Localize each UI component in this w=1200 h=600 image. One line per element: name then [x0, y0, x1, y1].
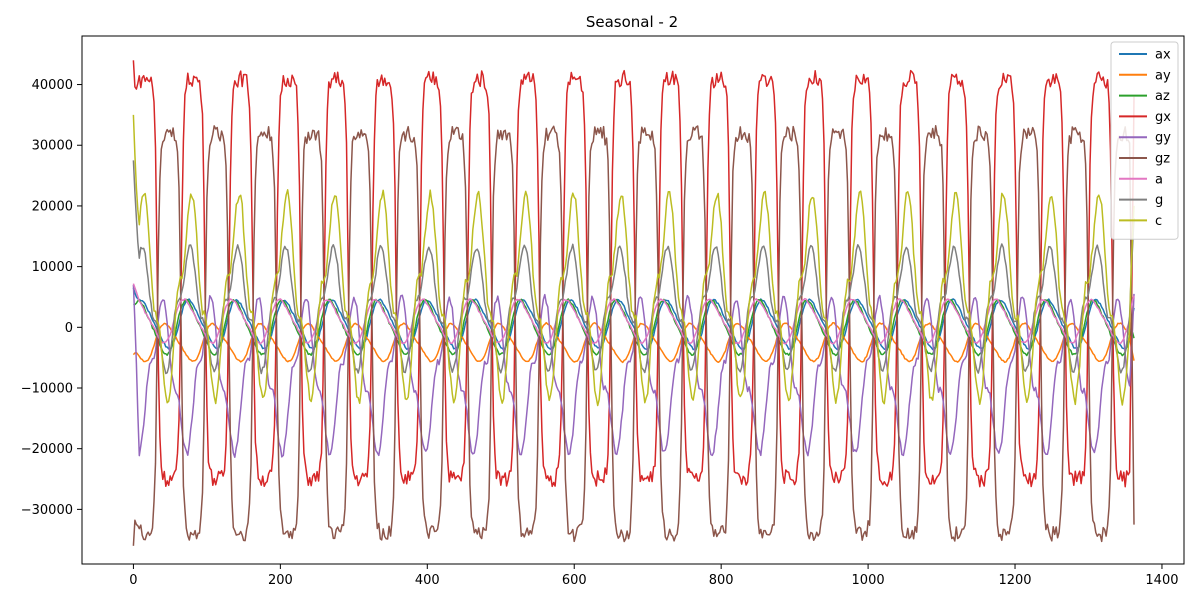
legend: ax ay az gx gy gz agc	[1110, 41, 1179, 240]
x-tick-label: 800	[709, 573, 734, 588]
series-line-gz	[132, 124, 1135, 546]
legend-label-gz: gz	[1155, 152, 1170, 167]
series-line-gx	[132, 60, 1135, 488]
series-layer	[132, 60, 1135, 546]
y-tick-label: 0	[65, 321, 73, 336]
y-tick-label: 20000	[32, 199, 73, 214]
series-line-a	[132, 283, 1135, 345]
y-tick-label: 10000	[32, 260, 73, 275]
x-axis: 0 200 400 600 800 1000 1200 1400	[129, 564, 1179, 588]
legend-label-g: g	[1155, 193, 1163, 208]
y-tick-label: −30000	[21, 503, 73, 518]
x-tick-label: 200	[268, 573, 293, 588]
y-tick-label: −20000	[21, 442, 73, 457]
x-tick-label: 1200	[998, 573, 1031, 588]
x-tick-label: 1000	[852, 573, 885, 588]
x-tick-label: 400	[415, 573, 440, 588]
y-tick-label: 40000	[32, 78, 73, 93]
legend-label-az: az	[1155, 89, 1170, 104]
legend-label-gy: gy	[1155, 131, 1171, 146]
x-tick-label: 600	[562, 573, 587, 588]
legend-label-ax: ax	[1155, 48, 1171, 63]
series-line-c	[132, 114, 1135, 407]
legend-label-gx: gx	[1155, 110, 1171, 125]
x-tick-label: 0	[129, 573, 137, 588]
y-tick-label: 30000	[32, 139, 73, 154]
series-line-g	[132, 160, 1135, 375]
x-tick-label: 1400	[1145, 573, 1178, 588]
legend-label-ay: ay	[1155, 68, 1171, 83]
legend-box	[1110, 41, 1179, 240]
y-tick-label: −10000	[21, 382, 73, 397]
legend-label-a: a	[1155, 172, 1163, 187]
y-axis: −30000 −20000 −10000 0 10000 20000 30000 40000	[21, 78, 82, 518]
plot-frame	[81, 35, 1185, 565]
chart-title: Seasonal - 2	[586, 13, 678, 31]
legend-label-c: c	[1155, 214, 1162, 229]
